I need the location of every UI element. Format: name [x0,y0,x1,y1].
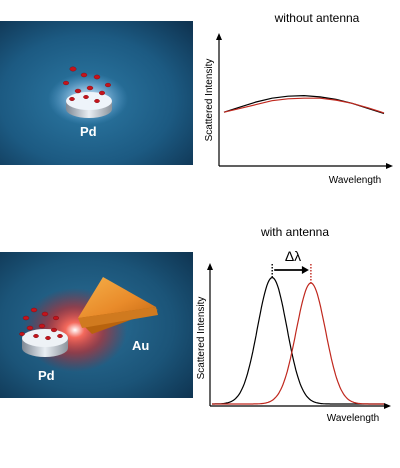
au-label: Au [132,338,149,353]
chart-title: with antenna [260,225,329,239]
series-line-2 [223,97,385,114]
y-axis-label: Scattered Intensity [196,297,207,380]
x-axis-arrow [386,163,393,169]
x-axis-label: Wavelength [329,175,381,186]
y-axis-arrow [216,33,222,40]
pd-au-antenna-image: Pd Au [0,252,193,398]
y-axis-label: Scattered Intensity [204,59,215,142]
chart-title: without antenna [274,11,360,25]
pd-label: Pd [38,368,55,383]
hydrogen-particles [63,66,111,103]
au-antenna [78,277,156,318]
pd-label: Pd [80,124,97,139]
chart-with-antenna: with antenna Scattered Intensity Wavelen… [196,222,400,432]
pd-nanodisk-image: Pd [0,21,193,165]
delta-lambda-label: Δλ [285,248,301,264]
series-line-1 [212,276,384,405]
series-line-2 [212,282,384,405]
chart-without-antenna: without antenna Scattered Intensity Wave… [200,0,400,200]
shift-arrow-head [301,266,309,274]
x-axis-arrow [384,403,391,409]
x-axis-label: Wavelength [327,413,379,424]
hydrogen-particles [19,307,63,340]
y-axis-arrow [207,263,213,270]
